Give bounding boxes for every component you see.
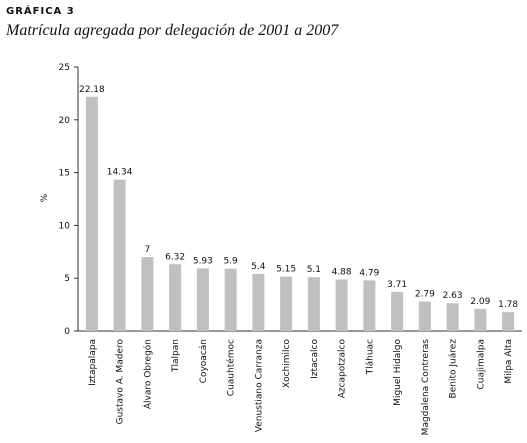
y-tick-label: 10	[59, 221, 71, 231]
chart-subtitle: Matrícula agregada por delegación de 200…	[5, 22, 339, 39]
data-label: 5.1	[307, 265, 321, 275]
x-tick-label: Iztapalapa	[88, 339, 98, 386]
y-tick-label: 20	[59, 116, 71, 126]
bar	[307, 277, 320, 331]
x-tick-label: Benito Juárez	[449, 339, 459, 399]
x-tick-label: Coyoacán	[199, 339, 209, 383]
bar	[474, 308, 487, 331]
bar	[85, 96, 98, 331]
y-tick-label: 5	[64, 274, 70, 284]
data-label: 5.93	[193, 256, 213, 266]
data-label: 4.79	[359, 268, 379, 278]
data-label: 4.88	[332, 267, 352, 277]
bar	[169, 264, 182, 331]
bar	[363, 280, 376, 331]
chart-title: GRÁFICA 3	[6, 4, 75, 17]
bar	[280, 276, 293, 331]
bar	[224, 268, 237, 331]
data-label: 2.63	[443, 291, 463, 301]
data-label: 5.9	[223, 257, 238, 267]
data-label: 5.4	[251, 262, 266, 272]
data-label: 14.34	[107, 168, 133, 178]
y-axis-label: %	[40, 193, 50, 202]
bar	[196, 268, 209, 331]
bar	[113, 179, 126, 331]
x-tick-label: Magdalena Contreras	[421, 339, 431, 436]
y-tick-label: 0	[64, 327, 70, 337]
bar	[446, 303, 459, 331]
bar	[141, 257, 154, 331]
data-label: 1.78	[498, 300, 518, 310]
x-tick-label: Gustavo A. Madero	[116, 339, 126, 425]
bar	[418, 301, 431, 331]
data-label: 5.15	[276, 265, 296, 275]
x-tick-label: Tlalpan	[171, 339, 181, 373]
x-tick-label: Azcapotzalco	[338, 339, 348, 399]
y-tick-label: 15	[59, 169, 70, 179]
x-tick-label: Álvaro Obregón	[141, 339, 153, 409]
x-tick-label: Cuauhtémoc	[226, 339, 237, 396]
data-label: 2.09	[470, 297, 490, 307]
data-label: 22.18	[79, 85, 105, 95]
bar	[252, 273, 265, 331]
data-label: 3.71	[387, 280, 407, 290]
x-tick-label: Cuajimalpa	[476, 339, 486, 390]
x-tick-label: Venustiano Carranza	[254, 339, 264, 432]
bar	[502, 312, 515, 331]
bar	[335, 279, 348, 331]
x-tick-label: Iztacalco	[310, 339, 320, 379]
x-tick-label: Miguel Hidalgo	[393, 339, 403, 406]
data-label: 7	[145, 245, 151, 255]
x-tick-label: Milpa Alta	[504, 339, 514, 384]
data-label: 2.79	[415, 290, 435, 300]
bar	[391, 291, 404, 331]
x-tick-label: Tláhuac	[365, 339, 375, 375]
x-tick-label: Xochimilco	[282, 339, 292, 389]
y-tick-label: 25	[59, 63, 70, 73]
data-label: 6.32	[165, 252, 185, 262]
